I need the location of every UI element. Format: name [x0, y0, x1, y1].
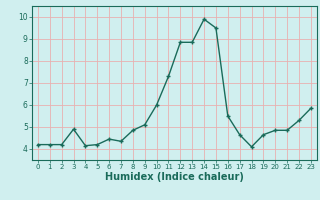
X-axis label: Humidex (Indice chaleur): Humidex (Indice chaleur) [105, 172, 244, 182]
